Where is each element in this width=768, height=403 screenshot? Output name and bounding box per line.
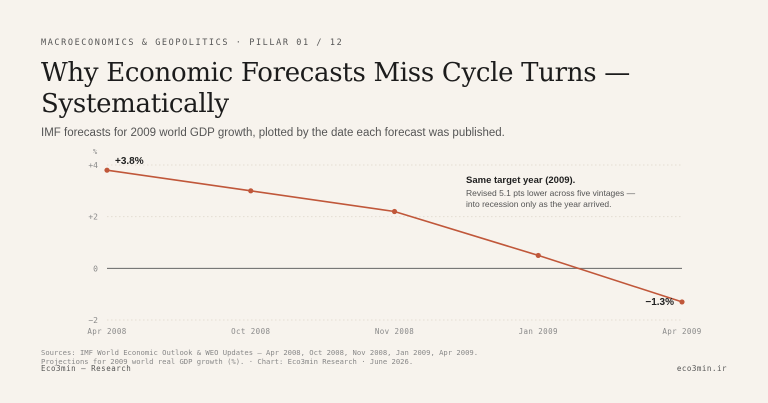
annotation-title: Same target year (2009).	[466, 175, 575, 186]
x-tick-label: Nov 2008	[375, 327, 414, 336]
footer-brand: Eco3min — Research	[41, 364, 132, 373]
page-title: Why Economic Forecasts Miss Cycle Turns …	[41, 58, 630, 119]
data-point	[391, 208, 398, 215]
y-tick-label: 0	[93, 264, 98, 273]
x-tick-label: Oct 2008	[231, 327, 270, 336]
y-tick-label: −2	[88, 316, 98, 325]
annotation-text: Revised 5.1 pts lower across five vintag…	[466, 188, 636, 198]
data-point	[535, 252, 541, 259]
data-point	[104, 167, 110, 173]
data-label: +3.8%	[115, 156, 144, 167]
subtitle: IMF forecasts for 2009 world GDP growth,…	[41, 127, 505, 139]
annotation-text: into recession only as the year arrived.	[466, 199, 612, 209]
sources-line-2: Projections for 2009 world real GDP grow…	[41, 357, 414, 366]
y-tick-label: +4	[88, 161, 98, 170]
data-point	[248, 188, 254, 194]
x-tick-label: Jan 2009	[519, 327, 558, 336]
kicker: MACROECONOMICS & GEOPOLITICS · PILLAR 01…	[41, 38, 344, 48]
x-tick-label: Apr 2008	[87, 327, 126, 336]
footer-url[interactable]: eco3min.ir	[676, 364, 727, 373]
y-tick-label: +2	[88, 213, 98, 222]
data-point	[679, 299, 685, 305]
data-label: −1.3%	[645, 297, 674, 308]
y-axis-unit-label: %	[93, 148, 98, 156]
x-tick-label: Apr 2009	[662, 327, 701, 336]
sources-line-1: Sources: IMF World Economic Outlook & WE…	[41, 348, 479, 357]
sources-note: Sources: IMF World Economic Outlook & WE…	[41, 348, 478, 366]
